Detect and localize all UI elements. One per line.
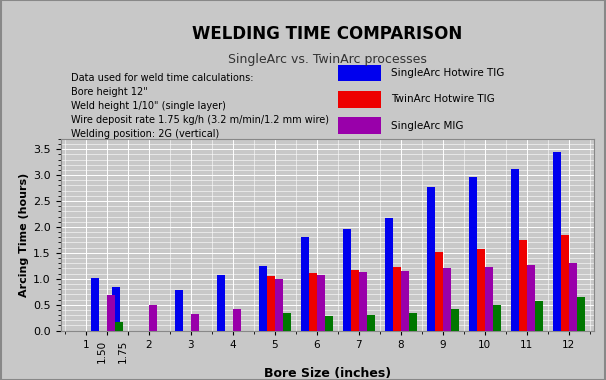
Bar xyxy=(367,315,375,331)
Bar xyxy=(511,169,519,331)
Bar xyxy=(149,305,157,331)
Text: TwinArc Hotwire TIG: TwinArc Hotwire TIG xyxy=(391,94,495,104)
Text: Data used for weld time calculations:
Bore height 12"
Weld height 1/10" (single : Data used for weld time calculations: Bo… xyxy=(72,73,329,139)
FancyBboxPatch shape xyxy=(338,144,381,160)
Bar xyxy=(233,309,241,331)
Bar xyxy=(408,314,417,331)
Bar xyxy=(115,322,123,331)
Bar xyxy=(393,267,401,331)
Text: SingleArc MIG: SingleArc MIG xyxy=(391,121,464,131)
Text: TwinArc MIG: TwinArc MIG xyxy=(391,147,454,157)
Bar xyxy=(283,314,291,331)
Text: SingleArc Hotwire TIG: SingleArc Hotwire TIG xyxy=(391,68,505,78)
Bar xyxy=(469,177,477,331)
Bar xyxy=(301,238,309,331)
Bar xyxy=(359,272,367,331)
Bar xyxy=(519,240,527,331)
Bar xyxy=(385,218,393,331)
Text: SingleArc vs. TwinArc processes: SingleArc vs. TwinArc processes xyxy=(228,52,427,66)
Bar xyxy=(351,270,359,331)
Bar xyxy=(435,252,443,331)
Bar xyxy=(561,235,568,331)
Y-axis label: Arcing Time (hours): Arcing Time (hours) xyxy=(19,173,29,297)
Bar xyxy=(317,275,325,331)
Bar xyxy=(553,152,561,331)
Bar xyxy=(577,297,585,331)
Text: WELDING TIME COMPARISON: WELDING TIME COMPARISON xyxy=(192,25,462,43)
Bar xyxy=(427,187,435,331)
X-axis label: Bore Size (inches): Bore Size (inches) xyxy=(264,367,391,380)
Bar xyxy=(275,279,283,331)
FancyBboxPatch shape xyxy=(338,65,381,81)
Bar xyxy=(401,271,408,331)
Bar xyxy=(267,276,275,331)
Bar xyxy=(91,278,99,331)
Bar xyxy=(451,309,459,331)
Bar xyxy=(217,275,225,331)
Bar xyxy=(485,267,493,331)
Bar xyxy=(259,266,267,331)
FancyBboxPatch shape xyxy=(338,91,381,108)
Bar xyxy=(309,272,317,331)
Bar xyxy=(534,301,542,331)
Bar xyxy=(325,316,333,331)
Bar xyxy=(112,287,120,331)
Bar xyxy=(493,305,501,331)
Bar xyxy=(343,228,351,331)
Bar xyxy=(568,263,577,331)
Bar xyxy=(477,249,485,331)
Bar xyxy=(527,265,534,331)
Bar xyxy=(443,268,451,331)
Bar xyxy=(175,290,183,331)
Bar xyxy=(107,295,115,331)
FancyBboxPatch shape xyxy=(338,117,381,134)
Bar xyxy=(191,314,199,331)
